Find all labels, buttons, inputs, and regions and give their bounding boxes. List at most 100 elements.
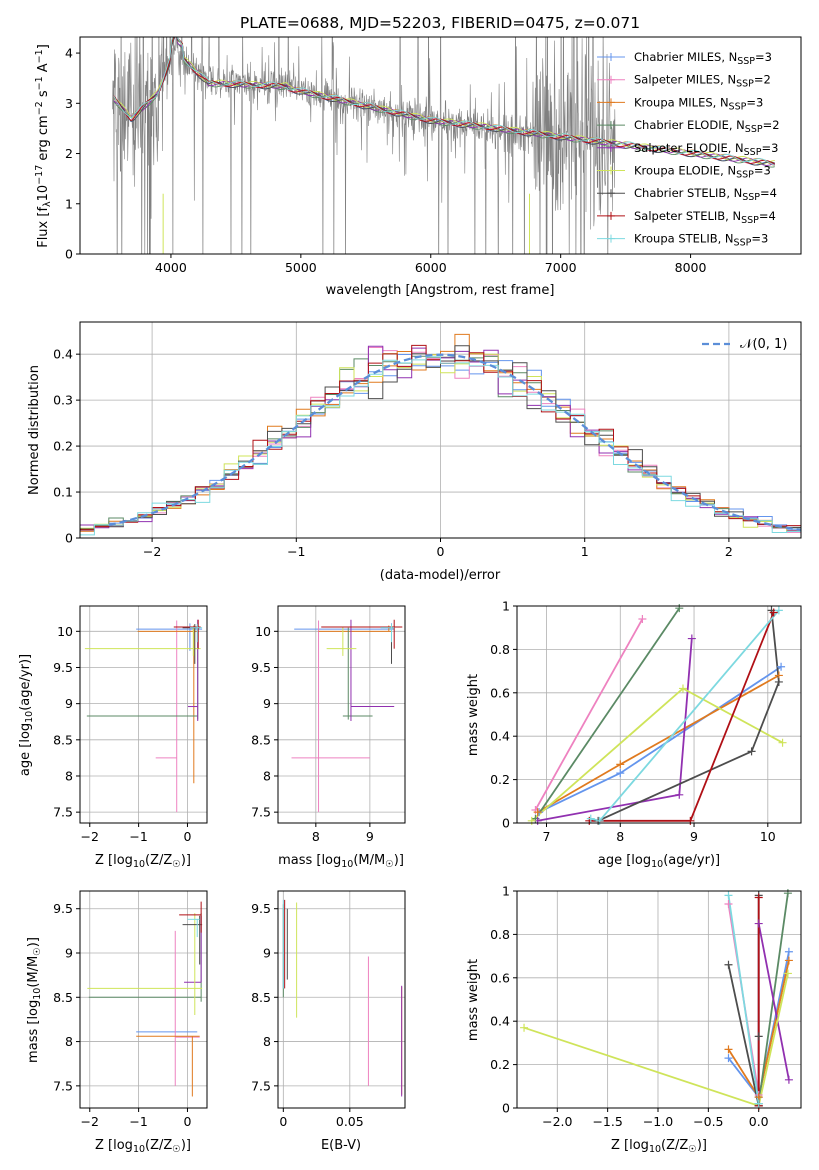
weight-z-axes: −2.0 −1.5 −1.0 −0.5 0.0 0 0.2 0.4 0.6 0.8 1 bbox=[490, 884, 802, 1129]
x-tick-label: −1 bbox=[129, 829, 147, 844]
y-tick-label: 9 bbox=[65, 946, 73, 961]
weight-marker bbox=[675, 790, 684, 799]
legend: Chabrier MILES, NSSP​=3 Salpeter MILES, N… bbox=[597, 50, 780, 249]
weight-marker bbox=[616, 769, 625, 778]
legend-entry: Kroupa STELIB, NSSP​=3 bbox=[634, 232, 768, 249]
plot-area bbox=[282, 899, 403, 1097]
normal-curve bbox=[108, 353, 801, 532]
y-tick-label: 3 bbox=[65, 96, 73, 111]
x-tick-label: 10 bbox=[760, 829, 776, 844]
x-tick-label: −1 bbox=[129, 1114, 147, 1129]
x-tick-label: 7 bbox=[543, 829, 551, 844]
histogram-3 bbox=[80, 333, 801, 532]
x-tick-label: 0 bbox=[437, 544, 445, 559]
legend-entry: Chabrier STELIB, NSSP​=4 bbox=[634, 186, 777, 203]
x-tick-label: 5000 bbox=[285, 260, 317, 275]
plot-area bbox=[80, 333, 801, 536]
y-tick-label: 1 bbox=[502, 599, 510, 614]
y-tick-label: 10 bbox=[57, 624, 73, 639]
y-axis-label: age [log10​(age/yr)] bbox=[18, 654, 35, 776]
weight-marker bbox=[774, 606, 783, 615]
axes-frame bbox=[277, 890, 406, 1109]
y-tick-label: 0.4 bbox=[53, 347, 73, 362]
plot-area bbox=[531, 607, 784, 822]
age-z-axes: −2 −1 0 7.5 8 8.5 9 9.5 10 bbox=[53, 605, 208, 844]
errorbar-point bbox=[189, 624, 203, 643]
mass-ebv-axes: 0 0.05 7.5 8 8.5 9 9.5 bbox=[251, 890, 406, 1129]
y-tick-label: 8.5 bbox=[251, 990, 271, 1005]
x-tick-label: 8000 bbox=[675, 260, 707, 275]
x-tick-label: −0.5 bbox=[693, 1114, 723, 1129]
weight-marker bbox=[777, 662, 786, 671]
x-tick-label: −2 bbox=[81, 829, 99, 844]
y-tick-label: 9.5 bbox=[251, 901, 271, 916]
plot-area bbox=[84, 619, 203, 813]
errorbar-point bbox=[321, 619, 403, 649]
x-axis-label: mass [log10​(M/M☉​)] bbox=[278, 853, 404, 870]
weight-marker bbox=[585, 816, 594, 825]
x-tick-label: −2.0 bbox=[542, 1114, 572, 1129]
axes-frame bbox=[79, 36, 802, 255]
errorbar-point bbox=[294, 623, 395, 651]
y-tick-label: 7.5 bbox=[53, 805, 73, 820]
ticks: 0 0.05 7.5 8 8.5 9 9.5 bbox=[251, 901, 364, 1129]
weight-series-8 bbox=[589, 612, 775, 822]
x-tick-label: 8 bbox=[312, 829, 320, 844]
x-tick-label: −1 bbox=[287, 544, 305, 559]
axes-frame bbox=[79, 321, 802, 539]
x-tick-label: 0 bbox=[183, 1114, 191, 1129]
y-axis-label: Flux [fλ​10−17​ erg cm−2​ s−1​ A−1​] bbox=[34, 44, 53, 248]
errorbar-point bbox=[184, 915, 202, 983]
y-tick-label: 1 bbox=[502, 884, 510, 899]
legend-entry: Salpeter STELIB, NSSP​=4 bbox=[634, 209, 776, 226]
weight-marker bbox=[686, 816, 695, 825]
weight-marker bbox=[754, 1032, 763, 1041]
plot-area bbox=[523, 893, 790, 1107]
y-tick-label: 8.5 bbox=[53, 732, 73, 747]
weight-marker bbox=[783, 969, 792, 978]
y-tick-label: 9 bbox=[65, 696, 73, 711]
y-tick-label: 4 bbox=[65, 46, 73, 61]
x-tick-label: 7000 bbox=[545, 260, 577, 275]
plot-area bbox=[87, 901, 203, 1097]
errorbar-point bbox=[173, 619, 201, 649]
weight-marker bbox=[520, 1023, 529, 1032]
weight-marker bbox=[638, 615, 647, 624]
errorbar-point bbox=[84, 626, 201, 656]
x-axis-label: Z [log10​(Z/Z☉​)] bbox=[95, 853, 191, 870]
errorbar-point bbox=[174, 930, 200, 1086]
errorbar-point bbox=[86, 627, 199, 720]
x-tick-label: 0 bbox=[183, 829, 191, 844]
y-tick-label: 0.4 bbox=[490, 1014, 510, 1029]
y-tick-label: 0.4 bbox=[490, 729, 510, 744]
x-axis-label: Z [log10​(Z/Z☉​)] bbox=[95, 1138, 191, 1155]
axes-frame bbox=[79, 605, 208, 824]
model-spectrum-8 bbox=[113, 37, 776, 165]
legend-entry: Chabrier MILES, NSSP​=3 bbox=[634, 50, 772, 67]
axes-frame bbox=[79, 890, 208, 1109]
y-tick-label: 1 bbox=[65, 196, 73, 211]
legend-entry: 𝒩(0, 1) bbox=[740, 337, 787, 352]
axes-frame bbox=[516, 890, 802, 1109]
errorbar-point bbox=[187, 918, 200, 938]
x-tick-label: 9 bbox=[690, 829, 698, 844]
y-tick-label: 0.6 bbox=[490, 685, 510, 700]
ticks: −2 −1 0 7.5 8 8.5 9 9.5 bbox=[53, 901, 191, 1129]
ticks: 4000 5000 6000 7000 8000 0 1 2 3 4 bbox=[65, 46, 706, 275]
age-mass-axes: 8 9 7.5 8 8.5 9 9.5 10 bbox=[251, 605, 406, 844]
weight-marker bbox=[784, 1075, 793, 1084]
y-tick-label: 0 bbox=[502, 1101, 510, 1116]
y-tick-label: 2 bbox=[65, 146, 73, 161]
weight-marker bbox=[724, 900, 733, 909]
y-tick-label: 0 bbox=[65, 247, 73, 262]
x-axis-label: E(B-V) bbox=[321, 1138, 361, 1153]
weight-marker bbox=[754, 893, 763, 902]
y-tick-label: 7.5 bbox=[251, 1078, 271, 1093]
ticks: −2 −1 0 7.5 8 8.5 9 9.5 10 bbox=[53, 624, 191, 844]
weight-marker bbox=[778, 738, 787, 747]
errorbar-point bbox=[87, 913, 203, 1015]
legend-entry: Chabrier ELODIE, NSSP​=2 bbox=[634, 118, 780, 135]
axes-frame bbox=[277, 605, 406, 824]
x-tick-label: −2 bbox=[143, 544, 161, 559]
y-axis-label: mass weight bbox=[466, 674, 481, 756]
